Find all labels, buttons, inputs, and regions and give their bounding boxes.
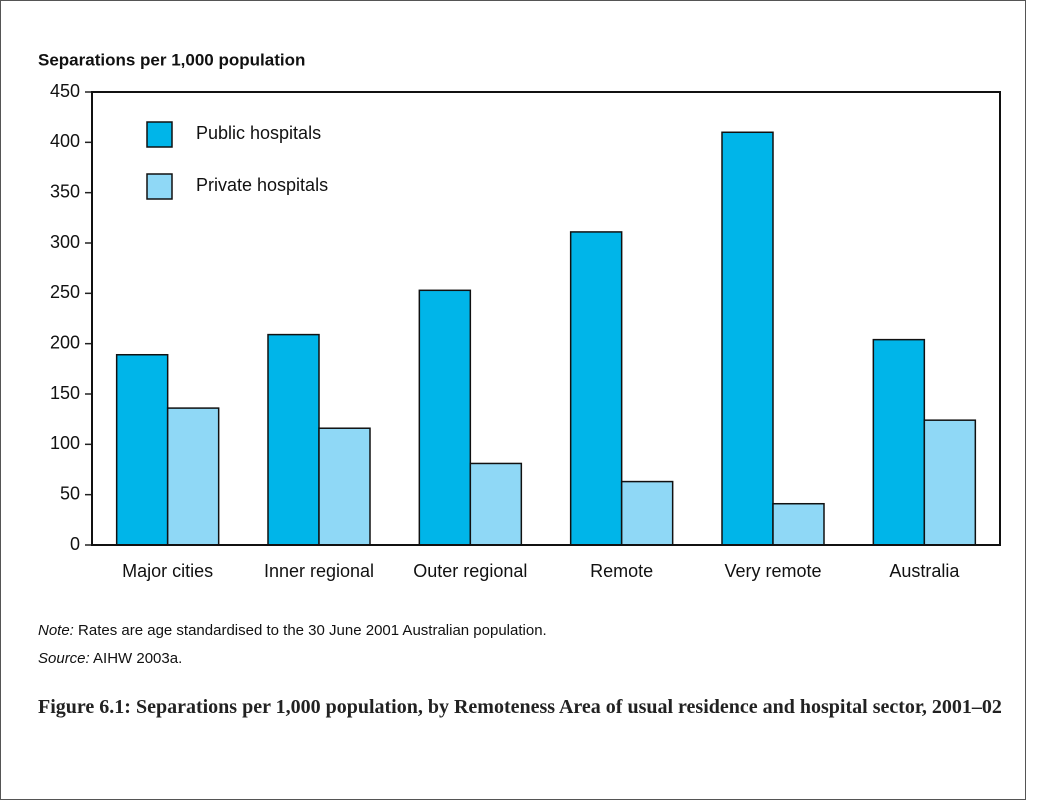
bar [166, 407, 220, 546]
note-label: Note: [38, 622, 74, 639]
bar [721, 131, 774, 546]
y-tick-label: 350 [50, 181, 80, 201]
bar [318, 427, 371, 546]
y-tick-label: 100 [50, 433, 80, 453]
legend-swatch [146, 121, 173, 148]
x-tick-label: Inner regional [264, 561, 374, 581]
y-tick-label: 200 [50, 332, 80, 352]
legend-label: Public hospitals [196, 123, 321, 143]
bar [772, 502, 825, 546]
bar [469, 462, 523, 546]
caption: Figure 6.1: Separations per 1,000 popula… [38, 696, 1002, 718]
chart: Separations per 1,000 population 0 50 100 1… [38, 50, 1001, 581]
source: Source: AIHW 2003a. [38, 650, 182, 667]
x-tick-label: Remote [590, 561, 653, 581]
bar [569, 231, 623, 546]
bar [115, 353, 169, 546]
y-tick-label: 450 [50, 81, 80, 101]
bar [872, 338, 926, 546]
x-tick-label: Outer regional [413, 561, 527, 581]
legend-label: Private hospitals [196, 175, 328, 195]
y-tick-label: 300 [50, 232, 80, 252]
legend-swatch [146, 173, 173, 200]
y-tick-label: 150 [50, 383, 80, 403]
y-tick-label: 400 [50, 131, 80, 151]
bar [923, 419, 977, 546]
y-tick-label: 0 [70, 534, 80, 554]
note: Note: Rates are age standardised to the … [38, 622, 547, 639]
y-axis-title: Separations per 1,000 population [38, 50, 305, 69]
x-tick-label: Australia [889, 561, 960, 581]
source-text: AIHW 2003a. [93, 650, 183, 667]
x-tick-label: Major cities [122, 561, 213, 581]
bar [418, 289, 472, 546]
bar [267, 333, 320, 546]
y-tick-label: 250 [50, 282, 80, 302]
bar [620, 480, 674, 546]
x-tick-label: Very remote [724, 561, 821, 581]
source-label: Source: [38, 650, 90, 667]
note-text: Rates are age standardised to the 30 Jun… [78, 622, 547, 639]
plot-frame [91, 91, 1001, 546]
y-tick-label: 50 [60, 483, 80, 503]
